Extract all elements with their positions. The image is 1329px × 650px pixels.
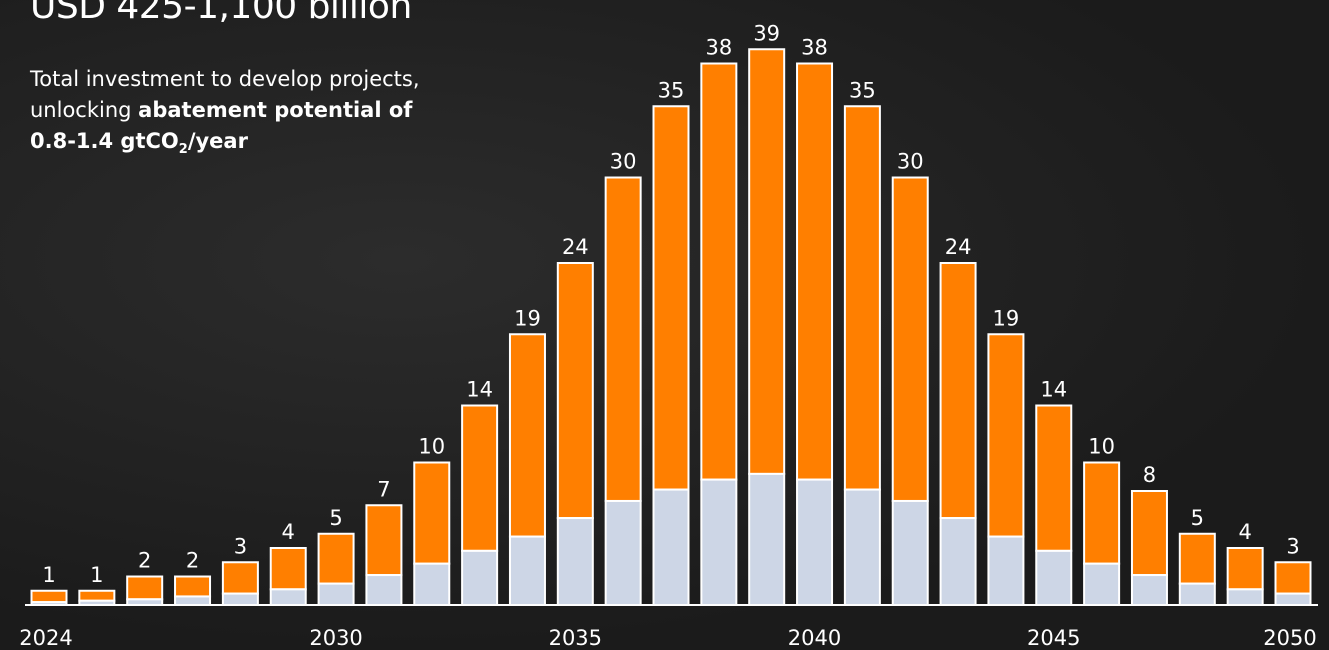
data-label-2043: 24 xyxy=(945,235,972,259)
bar-2038-upper xyxy=(700,62,738,481)
x-tick-2030: 2030 xyxy=(309,626,362,650)
bar-2027-upper xyxy=(174,575,212,598)
data-label-2036: 30 xyxy=(610,150,637,174)
bar-2038-lower xyxy=(700,478,738,607)
bar-2037-upper xyxy=(652,105,690,491)
bar-2034-lower xyxy=(508,535,546,606)
bar-2029-upper xyxy=(269,547,307,591)
bar-2049-lower xyxy=(1226,588,1264,607)
bar-2031-lower xyxy=(365,574,403,607)
data-label-2032: 10 xyxy=(418,435,445,459)
bar-2032-upper xyxy=(413,461,451,565)
bar-2026-lower xyxy=(126,598,164,606)
bar-2046-lower xyxy=(1083,562,1121,606)
subtitle-bold-suffix: /year xyxy=(187,129,248,153)
bar-2050-upper xyxy=(1274,561,1312,595)
data-label-2047: 8 xyxy=(1143,463,1156,487)
bar-2046-upper xyxy=(1083,461,1121,565)
bar-2041-upper xyxy=(843,105,881,491)
data-label-2050: 3 xyxy=(1286,534,1299,558)
x-tick-2040: 2040 xyxy=(788,626,841,650)
bar-2036-upper xyxy=(604,176,642,502)
data-label-2049: 4 xyxy=(1238,520,1251,544)
data-label-2045: 14 xyxy=(1040,378,1067,402)
data-label-2025: 1 xyxy=(90,563,103,587)
bar-2033-lower xyxy=(461,549,499,606)
bar-2033-upper xyxy=(461,404,499,552)
bar-2037-lower xyxy=(652,488,690,607)
data-label-2034: 19 xyxy=(514,306,541,330)
bar-2030-upper xyxy=(317,532,355,585)
bar-2048-upper xyxy=(1178,532,1216,585)
data-label-2028: 3 xyxy=(234,534,247,558)
bar-2031-upper xyxy=(365,504,403,577)
data-label-2026: 2 xyxy=(138,549,151,573)
data-label-2035: 24 xyxy=(562,235,589,259)
bar-2028-upper xyxy=(221,561,259,595)
data-label-2040: 38 xyxy=(801,36,828,60)
bar-2025-lower xyxy=(78,599,116,606)
bar-2045-lower xyxy=(1035,549,1073,606)
bar-2029-lower xyxy=(269,588,307,607)
bar-2047-upper xyxy=(1130,490,1168,577)
bar-2027-lower xyxy=(174,595,212,607)
x-tick-2035: 2035 xyxy=(549,626,602,650)
x-tick-2045: 2045 xyxy=(1027,626,1080,650)
chart-title: USD 425-1,100 billion xyxy=(30,0,412,27)
bar-2043-lower xyxy=(939,517,977,607)
x-tick-2024: 2024 xyxy=(19,626,72,650)
bar-2042-lower xyxy=(891,499,929,607)
data-label-2027: 2 xyxy=(186,549,199,573)
data-label-2041: 35 xyxy=(849,78,876,102)
bar-2044-upper xyxy=(987,333,1025,538)
subtitle-text: Total investment to develop projects, un… xyxy=(30,67,420,122)
bar-2034-upper xyxy=(508,333,546,538)
bar-2030-lower xyxy=(317,582,355,606)
x-tick-2050: 2050 xyxy=(1263,626,1316,650)
bar-2050-lower xyxy=(1274,592,1312,606)
data-label-2046: 10 xyxy=(1088,435,1115,459)
bar-2047-lower xyxy=(1130,574,1168,607)
bar-2024-lower xyxy=(30,601,68,607)
bar-2028-lower xyxy=(221,592,259,606)
bar-2025-upper xyxy=(78,589,116,602)
bar-2039-lower xyxy=(748,472,786,606)
bar-2040-lower xyxy=(796,478,834,607)
bar-2035-lower xyxy=(556,517,594,607)
chart-subtitle: Total investment to develop projects, un… xyxy=(30,64,450,157)
bar-2040-upper xyxy=(796,62,834,481)
bar-2024-upper xyxy=(30,589,68,604)
bar-2044-lower xyxy=(987,535,1025,606)
data-label-2048: 5 xyxy=(1191,506,1204,530)
bar-2035-upper xyxy=(556,262,594,520)
data-label-2033: 14 xyxy=(466,378,493,402)
data-label-2038: 38 xyxy=(705,36,732,60)
bar-2039-upper xyxy=(748,48,786,475)
data-label-2029: 4 xyxy=(282,520,295,544)
bar-2042-upper xyxy=(891,176,929,502)
data-label-2024: 1 xyxy=(42,563,55,587)
subtitle-subscript: 2 xyxy=(178,142,188,158)
data-label-2044: 19 xyxy=(993,306,1020,330)
data-label-2037: 35 xyxy=(658,78,685,102)
bar-2032-lower xyxy=(413,562,451,606)
data-label-2031: 7 xyxy=(377,477,390,501)
data-label-2030: 5 xyxy=(329,506,342,530)
data-label-2039: 39 xyxy=(753,21,780,45)
bar-2026-upper xyxy=(126,575,164,601)
bar-2045-upper xyxy=(1035,404,1073,552)
subtitle-bold-text: abatement potential of 0.8-1.4 gtCO2/yea… xyxy=(30,98,413,156)
data-label-2042: 30 xyxy=(897,150,924,174)
bar-2048-lower xyxy=(1178,582,1216,606)
subtitle-bold-prefix: abatement potential of 0.8-1.4 gtCO xyxy=(30,98,413,153)
bar-2036-lower xyxy=(604,499,642,607)
bar-2049-upper xyxy=(1226,547,1264,591)
bar-2043-upper xyxy=(939,262,977,520)
bar-2041-lower xyxy=(843,488,881,607)
